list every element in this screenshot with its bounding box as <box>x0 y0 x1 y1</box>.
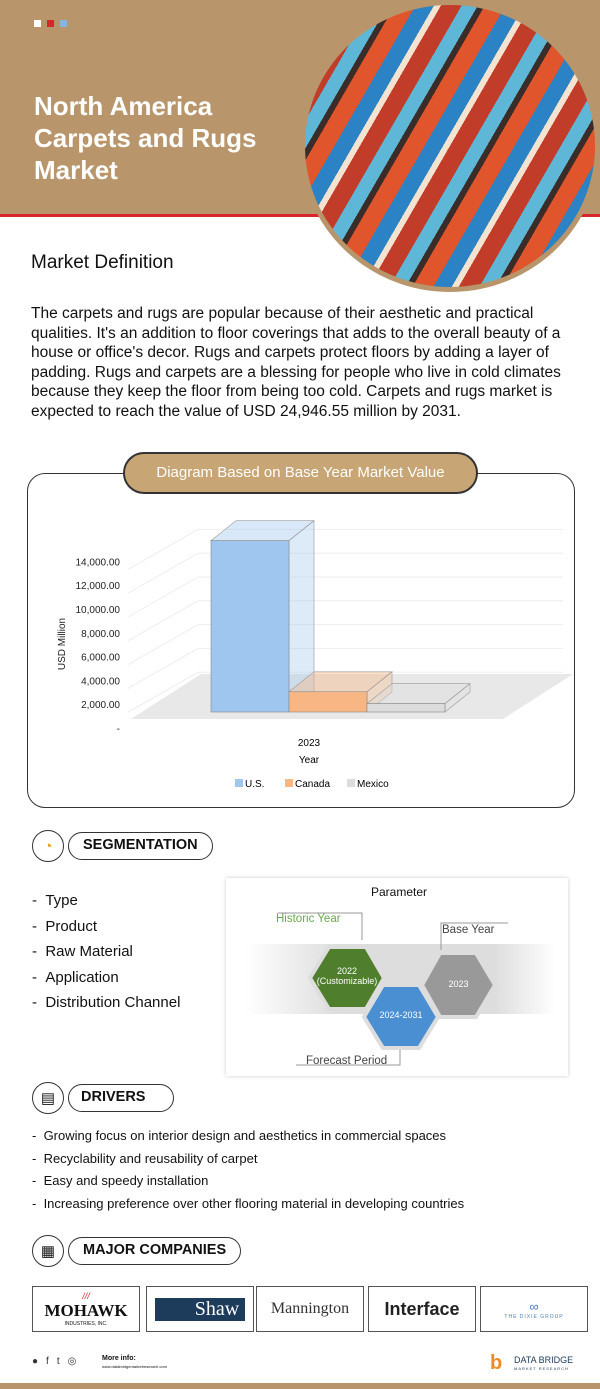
legend-swatch <box>285 779 293 787</box>
list-item: - Easy and speedy installation <box>32 1173 209 1188</box>
whatsapp-icon[interactable]: ● <box>32 1356 39 1367</box>
market-definition-text: The carpets and rugs are popular because… <box>31 305 561 420</box>
legend-swatch <box>235 779 243 787</box>
x-tick-label: 2023 <box>298 738 321 749</box>
legend-label: Mexico <box>357 779 389 790</box>
y-tick-label: 4,000.00 <box>81 676 120 687</box>
company-logo-dixie: ∞ THE DIXIE GROUP <box>480 1286 588 1332</box>
list-item: - Type <box>32 892 78 909</box>
bar-chart: - 2,000.00 4,000.00 6,000.00 8,000.00 10,000.… <box>57 520 573 790</box>
list-item: - Application <box>32 968 119 986</box>
historic-year-label: Historic Year <box>276 913 341 925</box>
social-icons: ● f t ◎ <box>32 1356 76 1367</box>
drivers-header: ▤ DRIVERS <box>32 1082 175 1114</box>
drivers-list: - Growing focus on interior design and a… <box>32 1125 464 1215</box>
company-logo-interface: Interface <box>368 1286 476 1332</box>
page-title: North America Carpets and Rugs Market <box>34 91 257 185</box>
y-tick-label: 8,000.00 <box>81 629 120 640</box>
companies-icon: ▦ <box>32 1235 64 1267</box>
divider <box>0 214 600 217</box>
gridline <box>127 528 199 570</box>
y-tick-label: 10,000.00 <box>76 605 121 616</box>
legend-swatch <box>347 779 355 787</box>
bar-mexico <box>366 703 446 713</box>
gridline <box>127 576 199 618</box>
y-tick-label: 2,000.00 <box>81 700 120 711</box>
companies-heading: MAJOR COMPANIES <box>68 1237 242 1265</box>
companies-header: ▦ MAJOR COMPANIES <box>32 1235 242 1267</box>
base-year-value: 2023 <box>448 979 469 989</box>
list-item: - Recyclability and reusability of carpe… <box>32 1150 258 1166</box>
website-link[interactable]: www.databridgemarketresearch.com <box>102 1364 167 1369</box>
databridge-logo-icon: b <box>490 1352 503 1374</box>
segmentation-list: - Type - Product - Raw Material - Applic… <box>32 888 180 1016</box>
parameter-title: Parameter <box>371 885 428 899</box>
list-item: - Product <box>32 917 98 935</box>
gridline <box>127 671 199 713</box>
legend-label: Canada <box>295 779 330 790</box>
facebook-icon[interactable]: f <box>46 1356 49 1367</box>
parameter-graphic <box>246 912 556 1066</box>
forecast-value: 2024-2031 <box>379 1010 423 1020</box>
company-logo-mannington: Mannington <box>256 1286 364 1332</box>
y-axis-label: USD Million <box>57 618 68 670</box>
base-year-label: Base Year <box>442 924 495 936</box>
y-tick-label: 14,000.00 <box>76 557 121 568</box>
more-info-label: More info: <box>102 1355 136 1362</box>
segmentation-icon: ◔ <box>32 830 64 862</box>
gridline <box>127 552 199 594</box>
y-tick-label: - <box>117 724 120 735</box>
segmentation-header: ◔ SEGMENTATION <box>32 830 213 862</box>
bar-us <box>210 540 290 713</box>
gridline <box>127 600 199 642</box>
list-item: - Growing focus on interior design and a… <box>32 1128 447 1143</box>
footer-bar <box>0 1383 600 1389</box>
rugs-photo <box>300 0 600 292</box>
company-logo-shaw: Shaw <box>146 1286 254 1332</box>
bar-canada <box>288 691 368 713</box>
chart-box: - 2,000.00 4,000.00 6,000.00 8,000.00 10,000.… <box>27 473 575 808</box>
segmentation-heading: SEGMENTATION <box>68 832 213 860</box>
y-tick-label: 6,000.00 <box>81 653 120 664</box>
market-definition-heading: Market Definition <box>31 252 174 273</box>
company-logo-mohawk: ///MOHAWK INDUSTRIES, INC. <box>32 1286 140 1332</box>
drivers-heading: DRIVERS <box>68 1084 175 1112</box>
twitter-icon[interactable]: t <box>56 1356 60 1367</box>
list-item: - Increasing preference over other floor… <box>32 1195 465 1211</box>
x-axis-label: Year <box>299 755 320 766</box>
historic-year-value: 2022 (Customizable) <box>316 966 378 986</box>
y-tick-label: 12,000.00 <box>76 581 121 592</box>
list-item: - Raw Material <box>32 943 133 960</box>
instagram-icon[interactable]: ◎ <box>67 1356 77 1367</box>
parameter-diagram: Parameter Historic Year 2022 (Customizabl… <box>226 878 568 1076</box>
gridline <box>127 624 199 666</box>
forecast-period-label: Forecast Period <box>306 1055 388 1067</box>
list-item: - Distribution Channel <box>32 994 181 1011</box>
brand-name: DATA BRIDGE <box>514 1355 574 1365</box>
decor-dots <box>34 14 73 32</box>
drivers-icon: ▤ <box>32 1082 64 1114</box>
gridline <box>127 647 199 689</box>
diagram-title: Diagram Based on Base Year Market Value <box>123 452 478 494</box>
legend-label: U.S. <box>245 779 264 790</box>
brand-sub: MARKET RESEARCH <box>514 1366 569 1371</box>
